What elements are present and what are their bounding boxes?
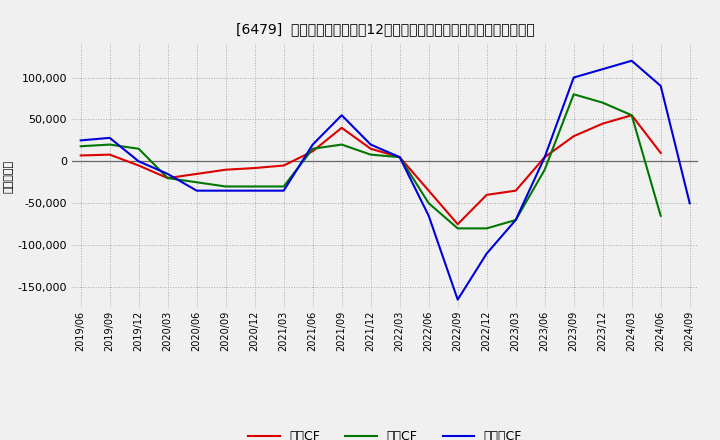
- 営業CF: [482, 192, 491, 198]
- フリーCF: [338, 113, 346, 118]
- Line: 営業CF: 営業CF: [81, 115, 661, 224]
- 投資CF: [251, 184, 259, 189]
- 投資CF: [135, 146, 143, 151]
- 営業CF: [251, 165, 259, 171]
- 営業CF: [105, 152, 114, 157]
- フリーCF: [657, 83, 665, 88]
- 営業CF: [598, 121, 607, 126]
- 投資CF: [541, 167, 549, 172]
- 投資CF: [570, 92, 578, 97]
- 投資CF: [424, 201, 433, 206]
- 営業CF: [454, 222, 462, 227]
- 営業CF: [395, 154, 404, 160]
- 営業CF: [627, 113, 636, 118]
- 投資CF: [627, 113, 636, 118]
- フリーCF: [366, 142, 375, 147]
- 営業CF: [338, 125, 346, 130]
- Legend: 営業CF, 投資CF, フリーCF: 営業CF, 投資CF, フリーCF: [243, 425, 527, 440]
- 営業CF: [221, 167, 230, 172]
- 営業CF: [424, 188, 433, 193]
- フリーCF: [308, 142, 317, 147]
- 営業CF: [657, 150, 665, 156]
- 投資CF: [454, 226, 462, 231]
- 投資CF: [105, 142, 114, 147]
- 投資CF: [395, 154, 404, 160]
- 営業CF: [279, 163, 288, 168]
- Title: [6479]  キャッシュフローの12か月移動合計の対前年同期増減額の推移: [6479] キャッシュフローの12か月移動合計の対前年同期増減額の推移: [236, 22, 534, 36]
- フリーCF: [627, 58, 636, 63]
- フリーCF: [541, 154, 549, 160]
- 営業CF: [163, 176, 172, 181]
- フリーCF: [192, 188, 201, 193]
- フリーCF: [424, 213, 433, 218]
- 営業CF: [570, 134, 578, 139]
- フリーCF: [221, 188, 230, 193]
- フリーCF: [482, 251, 491, 256]
- フリーCF: [685, 201, 694, 206]
- 営業CF: [135, 163, 143, 168]
- 投資CF: [221, 184, 230, 189]
- フリーCF: [279, 188, 288, 193]
- 投資CF: [308, 146, 317, 151]
- Y-axis label: （百万円）: （百万円）: [4, 159, 14, 193]
- 投資CF: [192, 180, 201, 185]
- フリーCF: [454, 297, 462, 302]
- フリーCF: [395, 154, 404, 160]
- フリーCF: [251, 188, 259, 193]
- 投資CF: [511, 217, 520, 223]
- 投資CF: [76, 143, 85, 149]
- Line: 投資CF: 投資CF: [81, 94, 661, 228]
- フリーCF: [163, 171, 172, 176]
- フリーCF: [570, 75, 578, 80]
- 営業CF: [366, 146, 375, 151]
- 投資CF: [598, 100, 607, 105]
- 投資CF: [279, 184, 288, 189]
- 営業CF: [511, 188, 520, 193]
- 投資CF: [482, 226, 491, 231]
- Line: フリーCF: フリーCF: [81, 61, 690, 300]
- フリーCF: [598, 66, 607, 72]
- フリーCF: [76, 138, 85, 143]
- 営業CF: [192, 171, 201, 176]
- フリーCF: [511, 217, 520, 223]
- フリーCF: [105, 135, 114, 140]
- 投資CF: [338, 142, 346, 147]
- 投資CF: [163, 176, 172, 181]
- 営業CF: [541, 154, 549, 160]
- 営業CF: [76, 153, 85, 158]
- 営業CF: [308, 149, 317, 154]
- フリーCF: [135, 159, 143, 164]
- 投資CF: [366, 152, 375, 157]
- 投資CF: [657, 213, 665, 218]
